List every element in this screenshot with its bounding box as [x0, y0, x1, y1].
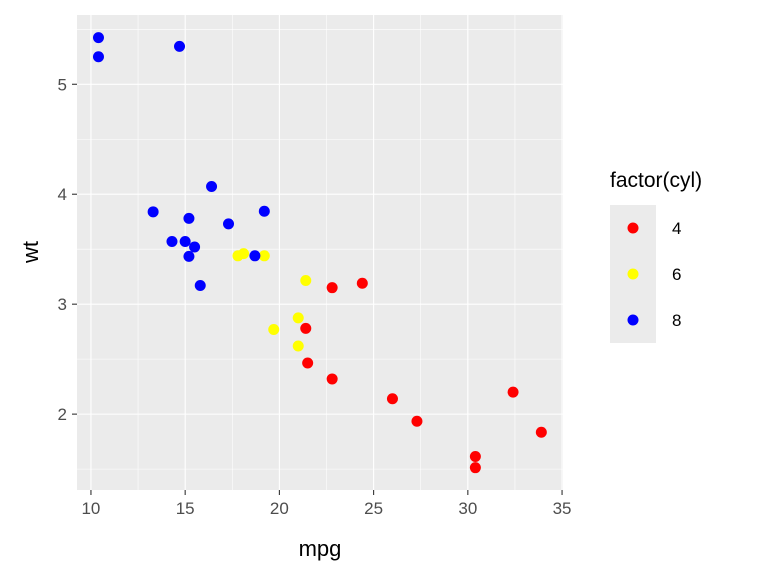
data-point-cyl-4 — [302, 357, 314, 369]
x-tick-label: 35 — [553, 499, 572, 518]
y-axis-title: wt — [18, 241, 43, 264]
grid — [77, 15, 563, 490]
data-point-cyl-8 — [223, 218, 235, 230]
data-point-cyl-8 — [194, 279, 206, 291]
data-point-cyl-4 — [326, 373, 338, 385]
data-point-cyl-8 — [183, 250, 195, 262]
y-tick-label: 4 — [58, 185, 67, 204]
x-axis-title: mpg — [299, 536, 342, 561]
data-point-cyl-4 — [356, 277, 368, 289]
legend-key-4 — [627, 222, 639, 234]
data-point-cyl-4 — [469, 450, 481, 462]
y-tick-label: 5 — [58, 75, 67, 94]
data-point-cyl-8 — [249, 250, 261, 262]
x-tick-label: 25 — [364, 499, 383, 518]
data-point-cyl-8 — [92, 51, 104, 63]
data-point-cyl-6 — [300, 275, 312, 287]
data-point-cyl-4 — [507, 386, 519, 398]
data-point-cyl-8 — [183, 212, 195, 224]
x-tick-label: 10 — [81, 499, 100, 518]
data-point-cyl-6 — [268, 323, 280, 335]
data-point-cyl-6 — [232, 250, 244, 262]
data-point-cyl-4 — [326, 282, 338, 294]
legend-key-8 — [627, 314, 639, 326]
data-point-cyl-4 — [386, 393, 398, 405]
points — [92, 32, 547, 474]
y-tick-label: 3 — [58, 295, 67, 314]
data-point-cyl-4 — [300, 322, 312, 334]
x-tick-label: 20 — [270, 499, 289, 518]
legend-label-8: 8 — [672, 311, 681, 330]
data-point-cyl-8 — [147, 206, 159, 218]
data-point-cyl-4 — [469, 462, 481, 474]
data-point-cyl-6 — [258, 250, 270, 262]
data-point-cyl-4 — [535, 426, 547, 438]
y-tick-label: 2 — [58, 405, 67, 424]
legend-label-6: 6 — [672, 265, 681, 284]
x-tick-label: 30 — [458, 499, 477, 518]
data-point-cyl-8 — [258, 205, 270, 217]
legend-key-6 — [627, 268, 639, 280]
data-point-cyl-8 — [179, 236, 191, 248]
legend-label-4: 4 — [672, 219, 681, 238]
data-point-cyl-4 — [411, 415, 423, 427]
data-point-cyl-8 — [189, 241, 201, 253]
data-point-cyl-8 — [174, 40, 186, 52]
x-tick-label: 15 — [176, 499, 195, 518]
data-point-cyl-8 — [166, 236, 178, 248]
data-point-cyl-6 — [292, 312, 304, 324]
legend: factor(cyl) 4 6 8 — [610, 169, 702, 343]
data-point-cyl-8 — [206, 181, 218, 193]
data-point-cyl-6 — [292, 340, 304, 352]
panel-background — [77, 15, 563, 490]
axes: 10 15 20 25 30 35 2 3 4 5 — [58, 75, 572, 518]
data-point-cyl-8 — [92, 32, 104, 44]
legend-title: factor(cyl) — [610, 169, 702, 192]
